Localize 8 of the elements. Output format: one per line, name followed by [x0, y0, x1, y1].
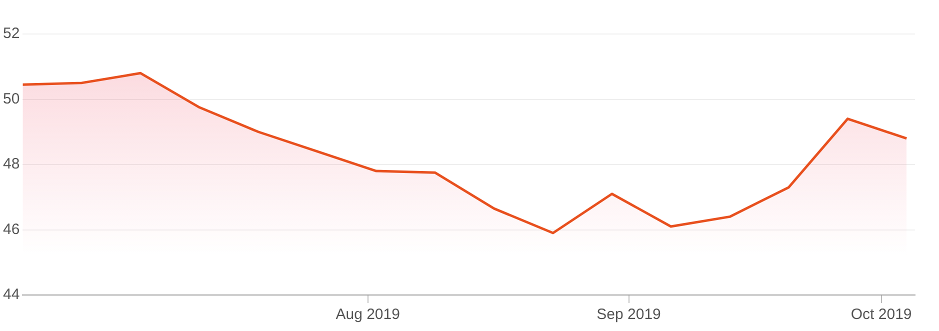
- x-tick-label: Oct 2019: [850, 306, 912, 324]
- y-tick-label: 46: [2, 220, 20, 238]
- y-tick-label: 44: [2, 286, 20, 304]
- x-tick-label: Sep 2019: [596, 306, 661, 324]
- y-tick-label: 48: [2, 156, 20, 173]
- y-tick-label: 50: [2, 90, 20, 108]
- y-tick-label: 52: [2, 25, 20, 42]
- x-tick-label: Aug 2019: [336, 306, 400, 324]
